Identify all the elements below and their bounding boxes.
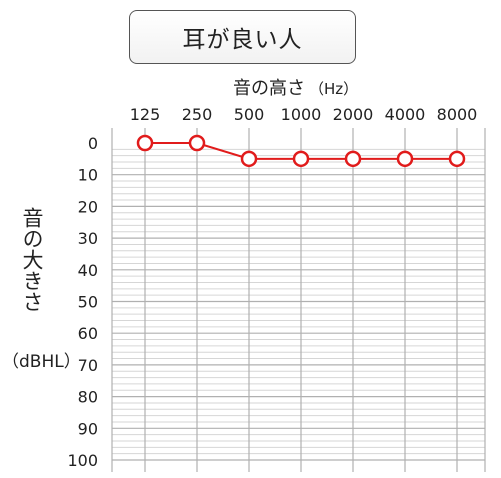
x-axis-title: 音の高さ （Hz） <box>233 74 358 100</box>
x-tick-label: 4000 <box>385 105 426 124</box>
y-tick-label: 80 <box>78 388 98 407</box>
x-tick-label: 125 <box>130 105 161 124</box>
data-point-250 <box>188 134 206 152</box>
chart-title-box: 耳が良い人 <box>129 10 356 64</box>
y-tick-label: 70 <box>78 356 98 375</box>
y-axis-unit: （dBHL） <box>2 352 81 372</box>
x-tick-label: 8000 <box>437 105 478 124</box>
data-point-2000 <box>344 150 362 168</box>
data-point-8000 <box>448 150 466 168</box>
x-tick-label: 500 <box>234 105 265 124</box>
y-axis-label: 音の大きさ <box>20 207 44 312</box>
plot-area <box>112 128 485 472</box>
data-point-125 <box>136 134 154 152</box>
y-tick-label: 10 <box>78 166 98 185</box>
y-tick-label: 90 <box>78 419 98 438</box>
x-axis-unit: （Hz） <box>309 80 359 98</box>
y-tick-label: 60 <box>78 324 98 343</box>
x-tick-label: 250 <box>182 105 213 124</box>
x-axis-label: 音の高さ <box>233 78 305 99</box>
x-tick-label: 1000 <box>281 105 322 124</box>
y-tick-label: 50 <box>78 293 98 312</box>
y-tick-label: 100 <box>67 451 98 470</box>
data-point-500 <box>240 150 258 168</box>
data-point-4000 <box>396 150 414 168</box>
y-tick-label: 20 <box>78 197 98 216</box>
y-tick-label: 0 <box>88 134 98 153</box>
chart-title: 耳が良い人 <box>182 27 303 53</box>
data-point-1000 <box>292 150 310 168</box>
y-tick-label: 30 <box>78 229 98 248</box>
y-tick-label: 40 <box>78 261 98 280</box>
x-tick-label: 2000 <box>333 105 374 124</box>
